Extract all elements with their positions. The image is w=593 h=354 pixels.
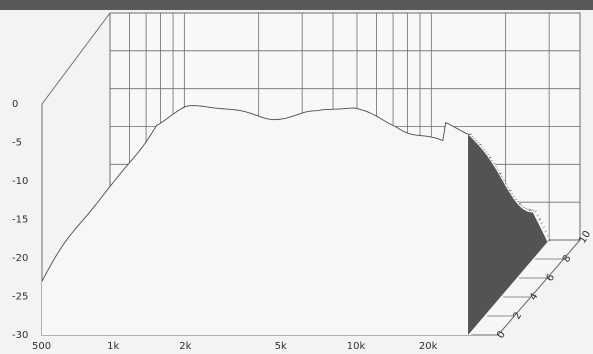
y-tick-label: -20 [12,253,28,264]
depth-tick-label: 6 [544,272,557,283]
x-tick-label: 10k [347,341,366,352]
waterfall-slice-fill [42,105,472,335]
y-tick-label: -5 [12,138,22,149]
y-tick-label: -25 [12,292,28,303]
y-tick-label: -10 [12,176,28,187]
waterfall-slice-line [41,105,472,282]
y-tick-label: -30 [12,330,28,341]
x-tick-label: 20k [419,341,438,352]
depth-tick-label: 10 [577,229,593,246]
right-edge-mass [468,134,550,335]
x-tick-label: 1k [107,341,119,352]
x-tick-label: 2k [179,341,191,352]
top-band [0,0,593,10]
waterfall-traces [41,105,553,335]
depth-tick-label: 0 [495,329,508,340]
x-tick-label: 5k [275,341,287,352]
depth-tick-label: 2 [512,310,525,321]
floor-grid-line [497,239,581,336]
depth-tick-label: 8 [561,253,574,264]
depth-tick-label: 4 [528,291,541,302]
y-tick-label: 0 [12,99,18,110]
y-tick-label: -15 [12,215,28,226]
x-tick-label: 500 [32,341,51,352]
top-left-edge [41,12,111,105]
